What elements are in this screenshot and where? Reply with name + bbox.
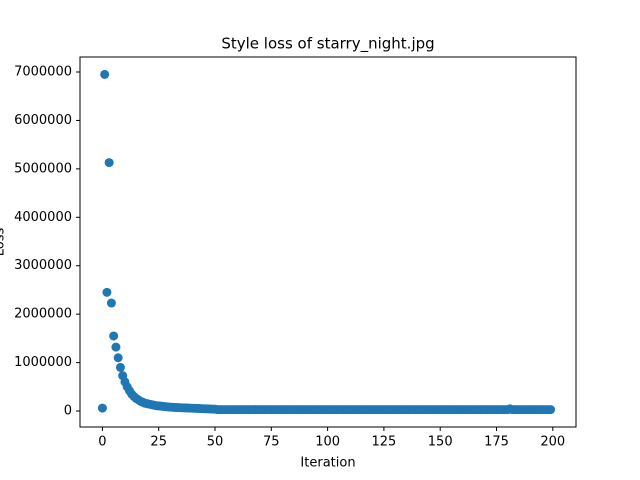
point xyxy=(109,331,119,341)
y-tick-label: 1000000 xyxy=(14,355,72,370)
x-axis-label: Iteration xyxy=(300,456,355,471)
point xyxy=(111,342,121,352)
y-axis-label: Loss xyxy=(0,228,8,257)
point xyxy=(106,298,116,308)
point xyxy=(113,353,123,363)
point xyxy=(100,69,110,79)
y-tick-label: 6000000 xyxy=(14,113,72,128)
point xyxy=(97,403,107,413)
x-tick-label: 25 xyxy=(150,435,167,450)
y-tick-label: 0 xyxy=(64,404,72,419)
x-tick-label: 150 xyxy=(428,435,453,450)
x-tick-label: 0 xyxy=(98,435,106,450)
x-tick-label: 50 xyxy=(207,435,224,450)
y-tick-label: 2000000 xyxy=(14,307,72,322)
y-tick-label: 3000000 xyxy=(14,258,72,273)
y-tick-label: 5000000 xyxy=(14,161,72,176)
x-tick-label: 75 xyxy=(263,435,280,450)
chart-title: Style loss of starry_night.jpg xyxy=(221,35,434,54)
x-tick-label: 200 xyxy=(540,435,565,450)
y-tick-label: 7000000 xyxy=(14,65,72,80)
x-tick-label: 125 xyxy=(371,435,396,450)
point xyxy=(115,362,125,372)
point xyxy=(546,405,556,415)
x-tick-label: 175 xyxy=(484,435,509,450)
plot-frame xyxy=(79,56,577,428)
x-tick-label: 100 xyxy=(315,435,340,450)
point xyxy=(102,287,112,297)
point xyxy=(104,158,114,168)
y-tick-label: 4000000 xyxy=(14,210,72,225)
